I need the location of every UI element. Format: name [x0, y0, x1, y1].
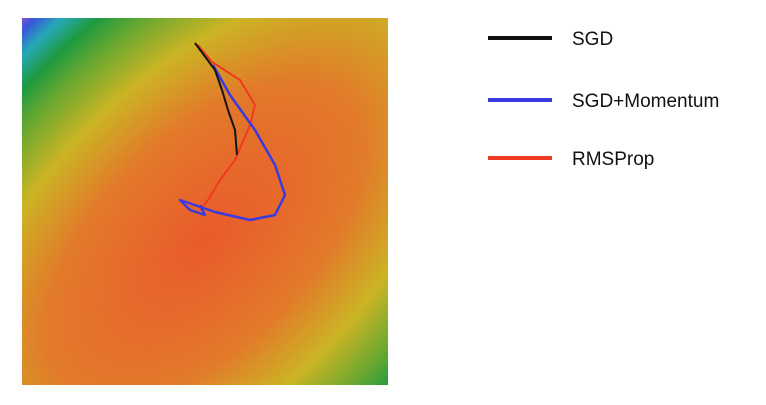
- momentum-path: [178, 64, 287, 222]
- legend: SGD SGD+Momentum RMSProp: [488, 29, 719, 170]
- legend-label: SGD: [572, 29, 613, 50]
- legend-label: SGD+Momentum: [572, 91, 719, 112]
- contour-map: [22, 18, 388, 385]
- loss-surface: [22, 18, 388, 385]
- sgd-path: [194, 42, 238, 156]
- legend-label: RMSProp: [572, 149, 654, 170]
